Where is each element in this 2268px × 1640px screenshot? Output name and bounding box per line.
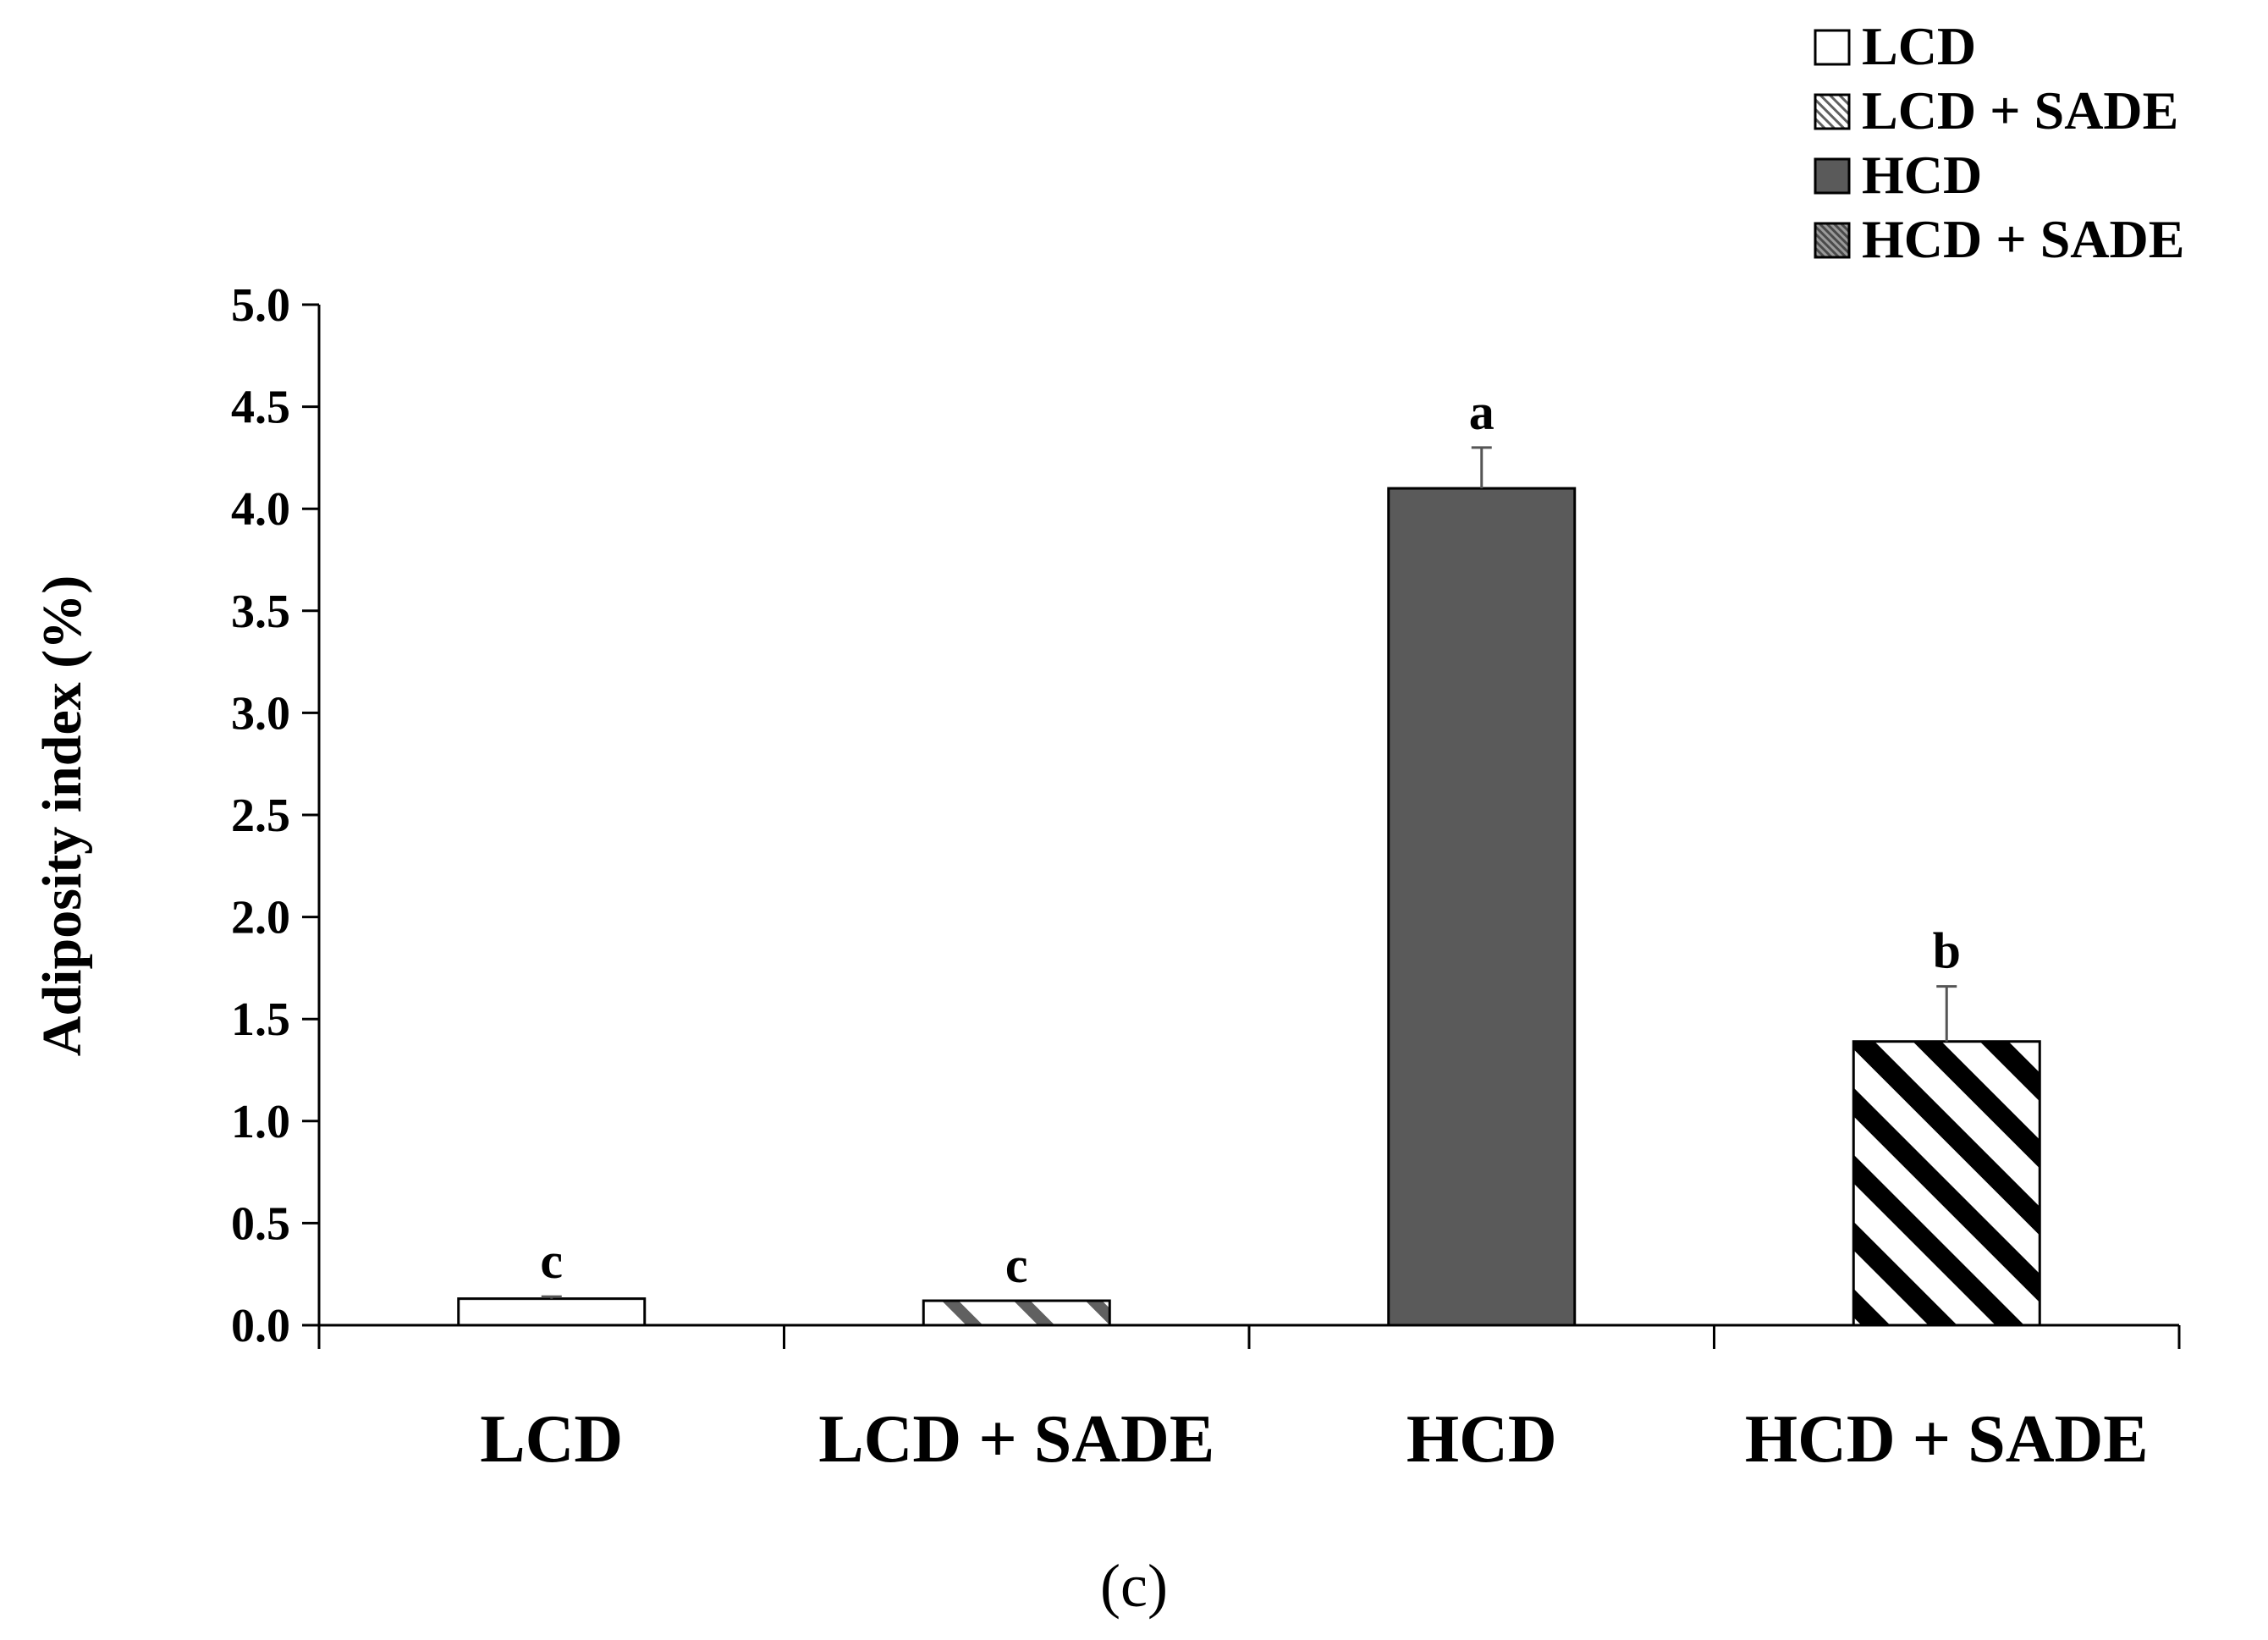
bar (922, 1299, 1111, 1327)
y-tick-label: 1.0 (231, 1096, 290, 1148)
y-tick-label: 3.5 (231, 586, 290, 638)
y-tick-label: 3.0 (231, 687, 290, 740)
legend-label: HCD (1862, 145, 1982, 205)
y-tick-label: 4.0 (231, 483, 290, 536)
significance-letter: c (540, 1233, 563, 1289)
legend-label: HCD + SADE (1862, 209, 2184, 269)
significance-letter: a (1469, 384, 1495, 440)
y-tick-label: 0.5 (231, 1197, 290, 1250)
y-axis-label: Adiposity index (%) (31, 575, 93, 1056)
legend-swatch (1814, 157, 1851, 195)
bar (1852, 1040, 2041, 1327)
bar (1387, 487, 1577, 1327)
y-tick-label: 0.0 (231, 1300, 290, 1352)
y-tick-label: 1.5 (231, 993, 290, 1046)
bar (457, 1297, 647, 1327)
x-category-label: HCD + SADE (1745, 1402, 2149, 1477)
legend-swatch (1814, 222, 1851, 259)
y-tick-label: 2.0 (231, 892, 290, 944)
bars: c c a b (457, 384, 2041, 1327)
legend-swatch (1814, 93, 1851, 130)
y-axis-ticks: 0.0 0.5 1.0 1.5 2.0 2.5 3.0 3.5 4.0 4.5 5.0 (231, 279, 319, 1352)
significance-letter: c (1005, 1237, 1028, 1293)
x-axis: LCD LCD + SADE HCD HCD + SADE (317, 1324, 2181, 1477)
y-tick-label: 2.5 (231, 790, 290, 842)
legend-label: LCD (1862, 16, 1976, 76)
significance-letter: b (1933, 923, 1961, 979)
x-category-label: LCD (480, 1402, 623, 1477)
x-category-label: LCD + SADE (818, 1402, 1214, 1477)
legend-label: LCD + SADE (1862, 80, 2178, 140)
legend-swatch (1814, 29, 1851, 66)
y-tick-label: 5.0 (231, 279, 290, 332)
x-category-label: HCD (1406, 1402, 1557, 1477)
y-tick-label: 4.5 (231, 382, 290, 434)
panel-label: (c) (1100, 1552, 1168, 1620)
